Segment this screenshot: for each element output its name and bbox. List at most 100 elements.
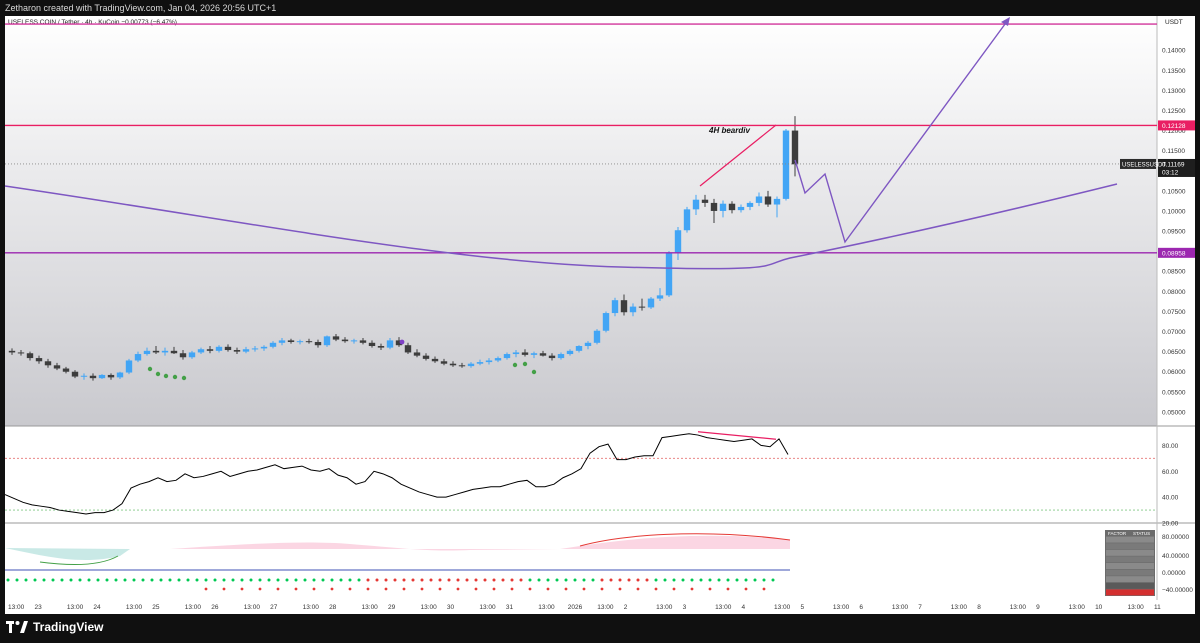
candle-body: [413, 352, 421, 356]
oscillator-dot: [582, 587, 586, 591]
candle-body: [368, 342, 376, 347]
current-price-label: 0.11169: [1162, 162, 1185, 169]
candle-body: [656, 295, 664, 299]
main-pane: [5, 16, 1157, 426]
oscillator-dot: [627, 578, 631, 582]
time-tick-label: 13:00: [244, 604, 261, 611]
oscillator-dot: [726, 587, 730, 591]
currency-label: USDT: [1165, 19, 1183, 26]
tradingview-logo[interactable]: TradingView: [6, 620, 103, 634]
candle-body: [305, 341, 313, 343]
oscillator-dot: [600, 578, 604, 582]
oscillator-dot: [348, 587, 352, 591]
curved-trendline: [4, 183, 1118, 270]
divergence-annotation: 4H beardiv: [708, 126, 750, 135]
candle-body: [449, 363, 457, 366]
time-tick-label: 13:00: [185, 604, 202, 611]
oscillator-dot: [438, 587, 442, 591]
oscillator-dot: [771, 578, 775, 582]
oscillator-tick-label: 80.00000: [1162, 534, 1189, 541]
oscillator-dot: [294, 587, 298, 591]
oscillator-dot: [15, 578, 19, 582]
candle-body: [458, 365, 466, 367]
candle-body: [494, 358, 502, 361]
oscillator-dot: [222, 587, 226, 591]
price-tick-label: 0.13500: [1162, 68, 1186, 75]
oscillator-dot: [474, 587, 478, 591]
candle-body: [386, 340, 394, 348]
oscillator-dot: [366, 587, 370, 591]
candle-body: [359, 340, 367, 343]
price-tick-label: 0.10500: [1162, 188, 1186, 195]
candle-body: [467, 363, 475, 367]
oscillator-dot: [708, 578, 712, 582]
projection-arrowhead: [1001, 17, 1010, 26]
oscillator-dot: [60, 578, 64, 582]
price-axis: [1157, 16, 1195, 600]
symbol-header: USELESS COIN / Tether · 4h · KuCoin −0.0…: [8, 19, 177, 26]
oscillator-dot: [528, 587, 532, 591]
candle-body: [44, 361, 52, 366]
resistance-price-label-bg: [1158, 120, 1195, 131]
oscillator-pane: [5, 523, 1157, 600]
candle-body: [242, 349, 250, 352]
oscillator-dot: [654, 587, 658, 591]
oscillator-dot: [645, 578, 649, 582]
candle-body: [566, 350, 574, 355]
oscillator-dot: [96, 578, 100, 582]
candle-body: [170, 350, 178, 354]
price-tick-label: 0.13000: [1162, 88, 1186, 95]
support-price-label-bg: [1158, 247, 1195, 258]
oscillator-dot: [204, 578, 208, 582]
time-tick-label: 13:00: [538, 604, 555, 611]
time-tick-label: 13:00: [715, 604, 732, 611]
candle-body: [98, 374, 106, 379]
time-tick-label: 13:00: [303, 604, 320, 611]
candle-body: [575, 346, 583, 351]
price-tick-label: 0.08500: [1162, 269, 1186, 276]
oscillator-dot: [483, 578, 487, 582]
oscillator-dot: [519, 578, 523, 582]
oscillator-dot: [402, 587, 406, 591]
chart-canvas[interactable]: USELESS COIN / Tether · 4h · KuCoin −0.0…: [0, 0, 1200, 614]
candle-body: [89, 375, 97, 379]
rsi-tick-label: 20.00: [1162, 521, 1179, 528]
oscillator-dot: [330, 578, 334, 582]
time-tick-label: 13:00: [656, 604, 673, 611]
oscillator-dot: [204, 587, 208, 591]
oscillator-dot: [42, 578, 46, 582]
price-tick-label: 0.12000: [1162, 128, 1186, 135]
factor-table-row: [1106, 576, 1154, 583]
candle-body: [296, 341, 304, 343]
oscillator-dot: [726, 578, 730, 582]
oscillator-dot: [672, 578, 676, 582]
oscillator-dot: [285, 578, 289, 582]
candle-body: [602, 313, 610, 331]
oscillator-dot: [573, 578, 577, 582]
countdown-label: 03:12: [1162, 169, 1179, 176]
candle-body: [188, 352, 196, 358]
candle-body: [314, 341, 322, 346]
oscillator-dot: [618, 587, 622, 591]
oscillator-dot: [717, 578, 721, 582]
oscillator-dot: [636, 587, 640, 591]
candle-body: [395, 340, 403, 346]
oscillator-dot: [375, 578, 379, 582]
candle-body: [179, 353, 187, 358]
oscillator-dot: [564, 578, 568, 582]
oscillator-dot: [411, 578, 415, 582]
oscillator-dot: [312, 587, 316, 591]
time-tick-label: 3: [683, 604, 687, 611]
signal-dot: [522, 361, 528, 367]
time-tick-label: 25: [152, 604, 160, 611]
candle-body: [269, 342, 277, 347]
candle-body: [782, 130, 790, 199]
candle-body: [251, 348, 259, 350]
price-tick-label: 0.05500: [1162, 389, 1186, 396]
candle-body: [521, 352, 529, 355]
tradingview-logo-icon: [6, 621, 28, 633]
candle-body: [665, 252, 673, 296]
oscillator-dot: [51, 578, 55, 582]
oscillator-dot: [474, 578, 478, 582]
